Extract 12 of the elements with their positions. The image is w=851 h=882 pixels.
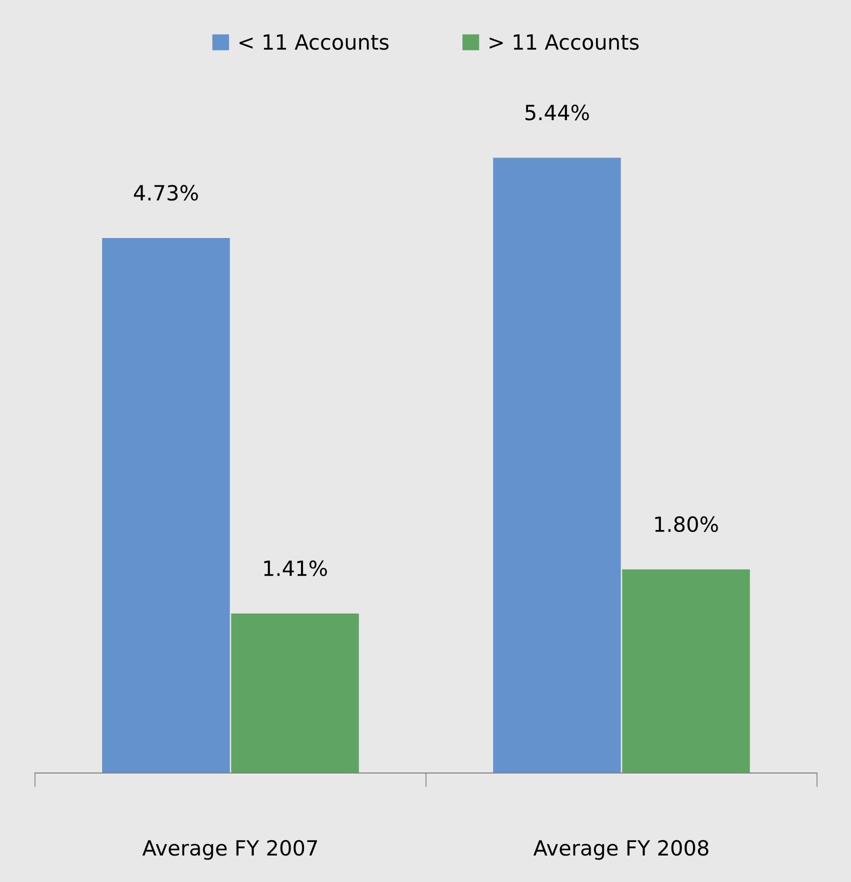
bar <box>231 614 359 773</box>
bar <box>493 158 621 773</box>
bar <box>102 238 230 773</box>
data-label: 5.44% <box>526 104 589 120</box>
x-tick-label: Average FY 2007 <box>142 840 317 860</box>
bar <box>622 569 750 773</box>
x-tick-label: Average FY 2008 <box>533 840 708 860</box>
data-label: 1.41% <box>264 560 327 576</box>
legend-label: < 11 Accounts <box>240 34 389 50</box>
legend-label: > 11 Accounts <box>490 34 639 50</box>
data-label: 1.80% <box>655 516 718 532</box>
data-label: 4.73% <box>134 184 198 201</box>
